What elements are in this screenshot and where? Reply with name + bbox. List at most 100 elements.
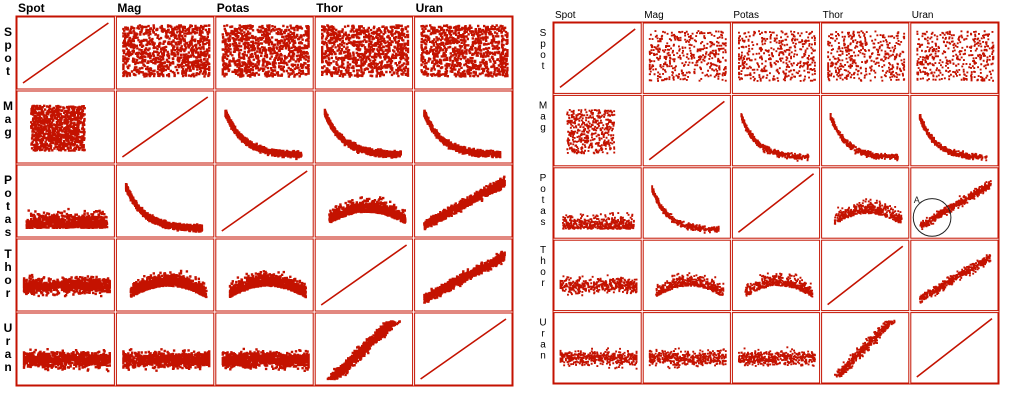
scatter-points xyxy=(129,269,208,299)
cell-uran-thor xyxy=(314,312,414,386)
cell-mag-uran xyxy=(414,90,513,164)
scatter-points xyxy=(423,109,502,159)
cell-uran-potas xyxy=(731,312,821,384)
cell-thor-thor xyxy=(314,238,414,312)
cell-thor-uran xyxy=(414,238,513,312)
scatter-points xyxy=(827,30,906,82)
scatter-points xyxy=(651,185,720,234)
scatter-points xyxy=(321,24,410,78)
diagonal-line xyxy=(827,245,904,306)
diagonal-line xyxy=(559,28,636,89)
matrix-frame xyxy=(15,15,514,387)
cell-spot-potas xyxy=(731,22,821,94)
scatter-points xyxy=(221,347,310,372)
scatter-points xyxy=(744,272,814,298)
scatter-points xyxy=(834,319,896,378)
scatter-points xyxy=(30,104,86,152)
cell-mag-potas xyxy=(731,94,821,167)
cell-potas-thor xyxy=(314,164,414,238)
cell-thor-mag xyxy=(642,239,731,312)
cell-potas-potas xyxy=(731,167,821,239)
scatter-points xyxy=(221,24,310,78)
cell-uran-spot xyxy=(553,312,642,384)
cell-potas-spot xyxy=(16,164,115,238)
cell-spot-spot xyxy=(16,16,115,90)
cell-potas-mag xyxy=(642,167,731,239)
cell-uran-uran xyxy=(910,312,999,384)
cell-uran-spot xyxy=(16,312,115,386)
cell-spot-thor xyxy=(314,16,414,90)
annotation-label: A xyxy=(914,195,920,205)
scatter-points xyxy=(122,348,211,372)
column-label-mag: Mag xyxy=(117,1,141,15)
cell-spot-potas xyxy=(215,16,314,90)
scatter-points xyxy=(738,30,816,82)
diagonal-line xyxy=(916,317,993,378)
cell-mag-potas xyxy=(215,90,314,164)
column-label-potas: Potas xyxy=(217,1,250,15)
scatter-points xyxy=(25,207,109,229)
scatter-points xyxy=(655,272,725,297)
scatter-points xyxy=(22,348,111,373)
column-label-thor: Thor xyxy=(316,1,343,15)
column-label-potas: Potas xyxy=(733,10,759,21)
scatter-points xyxy=(740,113,810,162)
column-label-spot: Spot xyxy=(18,1,45,15)
cell-thor-spot xyxy=(553,239,642,312)
diagonal-line xyxy=(22,22,109,84)
scatter-points xyxy=(833,198,903,225)
scatter-points xyxy=(559,347,638,370)
scatter-points xyxy=(423,250,506,304)
annotation-circle xyxy=(912,198,952,237)
scatter-points xyxy=(559,274,638,297)
cell-spot-spot xyxy=(553,22,642,94)
cell-mag-thor xyxy=(314,90,414,164)
diagonal-line xyxy=(737,173,815,233)
cell-mag-mag xyxy=(642,94,731,167)
cell-spot-uran xyxy=(414,16,513,90)
diagonal-line xyxy=(320,244,408,306)
scatter-points xyxy=(323,108,402,159)
cell-spot-thor xyxy=(821,22,910,94)
scatter-points xyxy=(423,175,506,231)
column-label-spot: Spot xyxy=(555,10,576,21)
scatter-points xyxy=(124,183,204,233)
scatter-points xyxy=(918,114,988,162)
scatter-points xyxy=(420,24,509,78)
cell-mag-thor xyxy=(821,94,910,167)
cell-uran-uran xyxy=(414,312,513,386)
cell-potas-uran xyxy=(910,167,999,239)
scatter-points xyxy=(326,320,401,381)
scatter-points xyxy=(224,109,303,161)
cell-spot-uran xyxy=(910,22,999,94)
matrix-frame xyxy=(552,21,1000,385)
diagonal-line xyxy=(121,96,209,158)
cell-mag-spot xyxy=(16,90,115,164)
column-label-uran: Uran xyxy=(416,1,443,15)
scatter-points xyxy=(829,113,899,162)
diagonal-line xyxy=(221,170,308,232)
scatter-points xyxy=(919,180,992,230)
scatter-points xyxy=(566,108,616,155)
scatter-points xyxy=(648,347,727,370)
diagonal-line xyxy=(420,318,507,380)
cell-mag-mag xyxy=(115,90,215,164)
cell-thor-thor xyxy=(821,239,910,312)
cell-potas-potas xyxy=(215,164,314,238)
scatter-points xyxy=(919,254,992,304)
column-label-thor: Thor xyxy=(823,10,844,21)
scatter-points xyxy=(228,270,307,299)
cell-thor-potas xyxy=(731,239,821,312)
scatter-points xyxy=(22,273,111,298)
